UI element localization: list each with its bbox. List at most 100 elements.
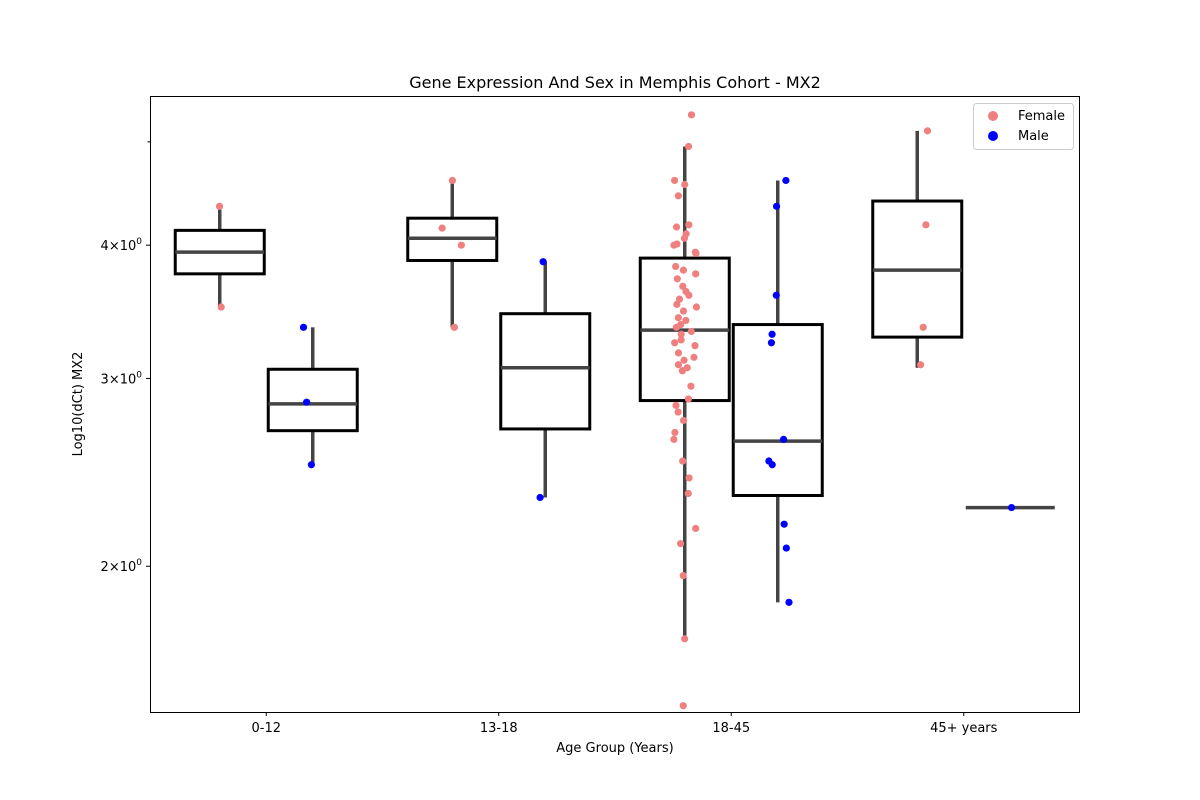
data-point-13-18-female-1 [438,224,446,232]
box-group-0-12-female [173,209,266,308]
data-point-13-18-female-0 [448,176,457,185]
x-tick-label-13-18: 13-18 [480,721,518,736]
data-point-18-45-female-27 [672,323,681,331]
data-point-18-45-female-6 [672,223,681,231]
data-point-18-45-male-0 [782,176,790,185]
data-point-18-45-female-29 [677,330,685,338]
data-point-18-45-female-3 [681,180,689,189]
data-point-18-45-female-28 [687,327,695,336]
data-point-18-45-female-43 [679,416,688,425]
data-point-18-45-female-53 [679,702,687,710]
axes-frame [150,96,1080,713]
data-point-0-12-male-2 [307,461,315,469]
data-point-18-45-female-32 [691,342,699,350]
data-point-18-45-female-13 [672,262,680,271]
data-point-18-45-female-0 [687,111,696,119]
data-point-18-45-female-8 [680,234,689,242]
data-point-18-45-female-5 [685,221,693,229]
data-point-13-18-male-1 [536,493,544,502]
data-point-18-45-female-47 [685,474,693,482]
data-point-18-45-male-8 [780,520,788,528]
data-point-18-45-female-15 [692,270,700,278]
data-point-45-years-female-1 [922,221,930,229]
legend-box [973,103,1074,150]
data-point-18-45-female-1 [684,142,693,151]
box-group-13-18-male [499,261,592,498]
data-point-18-45-female-2 [670,176,679,185]
data-point-18-45-female-35 [680,356,688,364]
legend: Female Male [973,103,1074,150]
data-point-18-45-female-38 [678,367,686,375]
data-point-18-45-female-12 [692,249,700,257]
data-point-18-45-female-16 [673,275,681,283]
data-point-45-years-female-2 [919,323,927,331]
data-point-18-45-female-36 [674,361,683,369]
x-axis: 0-12 13-18 18-45 45+ years [251,712,998,736]
x-tick-label-18-45: 18-45 [712,721,750,736]
data-point-18-45-female-33 [674,349,683,357]
data-point-18-45-female-49 [692,524,700,533]
box-13-18-male [499,312,592,431]
data-point-0-12-male-0 [299,323,308,331]
data-point-45-years-male-0 [1007,503,1016,512]
data-point-45-years-female-3 [917,361,925,369]
box-group-0-12-male [266,327,359,465]
data-point-13-18-female-3 [450,323,458,331]
data-point-0-12-female-0 [215,202,224,210]
x-tick-label-45-years: 45+ years [930,721,998,736]
legend-label-male: Male [1018,129,1049,144]
chart-title: Gene Expression And Sex in Memphis Cohor… [409,73,821,92]
data-point-13-18-female-2 [457,241,465,249]
data-point-18-45-female-10 [670,241,678,249]
box-18-45-male [731,323,824,497]
data-point-45-years-female-0 [923,127,932,135]
data-point-18-45-female-42 [674,408,682,416]
data-point-18-45-female-45 [670,435,678,443]
data-point-18-45-male-4 [767,339,776,347]
data-point-18-45-female-51 [679,571,687,580]
data-point-18-45-female-30 [677,336,685,344]
legend-marker-female [988,111,998,121]
data-point-18-45-male-2 [772,291,780,299]
data-point-18-45-female-25 [682,316,690,325]
x-axis-label: Age Group (Years) [556,741,673,756]
data-point-18-45-female-44 [671,428,679,437]
box-group-13-18-female [406,180,499,328]
data-point-18-45-female-41 [672,401,680,410]
data-point-18-45-male-10 [785,598,793,606]
y-axis: 2×100 3×100 4×100 [101,141,150,575]
data-point-18-45-female-4 [674,192,682,200]
data-point-18-45-male-7 [768,461,776,469]
box-group-45-years-female [871,130,964,368]
data-point-18-45-female-39 [687,382,695,390]
data-point-18-45-female-48 [684,489,692,498]
plot-area [150,96,1080,713]
data-point-18-45-female-23 [679,307,688,315]
data-point-18-45-female-52 [681,635,689,643]
legend-label-female: Female [1018,109,1065,124]
data-point-18-45-female-22 [692,303,701,311]
x-tick-label-0-12: 0-12 [251,721,281,736]
data-point-18-45-female-21 [673,300,681,308]
data-point-18-45-female-46 [679,457,687,465]
data-point-13-18-male-0 [539,258,547,266]
data-point-18-45-female-40 [684,395,693,403]
data-point-18-45-male-3 [768,330,776,338]
data-point-18-45-female-31 [671,339,679,347]
data-point-18-45-female-24 [674,314,682,322]
data-point-18-45-female-14 [679,266,688,274]
data-point-18-45-female-19 [685,291,693,299]
data-point-0-12-female-1 [217,303,225,311]
data-point-0-12-male-1 [303,398,311,406]
box-0-12-male [266,367,359,433]
y-tick-label-3: 3×100 [101,370,143,387]
y-tick-label-2: 2×100 [101,558,143,575]
y-tick-label-4: 4×100 [101,237,143,254]
data-point-18-45-female-34 [690,353,698,361]
legend-marker-male [988,131,998,141]
data-point-18-45-male-5 [779,435,788,443]
data-point-18-45-female-50 [676,540,685,548]
data-point-18-45-male-1 [772,202,781,210]
data-point-18-45-male-9 [782,544,790,552]
